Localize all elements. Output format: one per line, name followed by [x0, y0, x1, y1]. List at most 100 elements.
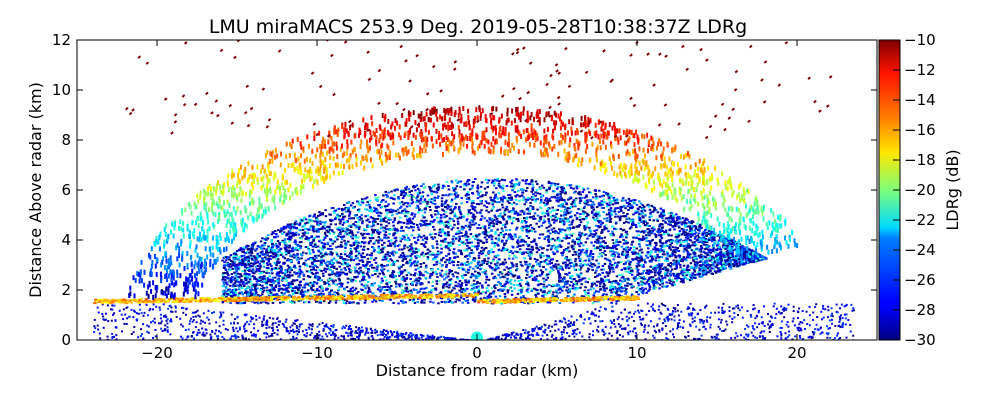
radar-pixel: [222, 278, 225, 281]
radar-pixel: [347, 210, 350, 213]
radar-pixel: [756, 315, 759, 318]
radar-pixel: [507, 194, 510, 197]
radar-pixel: [419, 274, 422, 276]
radar-pixel: [414, 268, 418, 271]
radar-pixel: [566, 209, 569, 212]
radar-pixel: [665, 337, 668, 340]
radar-pixel: [408, 217, 411, 220]
radar-pixel: [287, 252, 291, 254]
radar-pixel: [581, 210, 585, 213]
radar-pixel: [711, 234, 714, 237]
radar-pixel: [427, 336, 430, 339]
radar-pixel: [465, 184, 468, 187]
radar-pixel: [554, 263, 557, 266]
radar-pixel: [368, 210, 371, 212]
radar-pixel: [544, 236, 548, 238]
radar-pixel: [436, 250, 440, 253]
radar-pixel: [247, 244, 250, 247]
radar-pixel: [301, 330, 304, 333]
radar-pixel: [514, 183, 517, 186]
radar-pixel: [644, 287, 648, 290]
radar-pixel: [556, 217, 559, 220]
radar-pixel: [597, 255, 600, 258]
radar-pixel: [493, 263, 497, 266]
radar-pixel: [839, 337, 842, 339]
radar-pixel: [309, 244, 312, 247]
radar-pixel: [468, 221, 472, 224]
radar-pixel: [785, 307, 788, 310]
radar-pixel: [791, 338, 794, 340]
radar-pixel: [380, 288, 384, 291]
radar-pixel: [693, 273, 697, 276]
radar-pixel: [653, 325, 656, 328]
radar-pixel: [506, 278, 509, 281]
radar-pixel: [849, 324, 852, 326]
radar-pixel: [111, 308, 114, 311]
radar-pixel: [319, 300, 322, 303]
radar-pixel: [477, 242, 480, 245]
radar-pixel: [479, 185, 483, 188]
radar-pixel: [525, 251, 528, 254]
radar-pixel: [310, 268, 313, 271]
radar-pixel: [419, 333, 422, 336]
radar-pixel: [626, 241, 630, 244]
radar-pixel: [544, 261, 548, 264]
radar-pixel: [571, 205, 574, 208]
radar-pixel: [450, 244, 453, 247]
radar-pixel: [704, 328, 707, 331]
radar-pixel: [422, 334, 425, 337]
radar-pixel: [652, 226, 655, 229]
radar-pixel: [677, 225, 680, 228]
radar-pixel: [305, 252, 308, 255]
radar-pixel: [555, 213, 558, 215]
radar-pixel: [254, 270, 258, 273]
radar-pixel: [441, 187, 444, 190]
radar-pixel: [436, 338, 438, 340]
radar-pixel: [591, 201, 595, 204]
radar-pixel: [466, 180, 469, 183]
radar-pixel: [595, 290, 598, 293]
radar-pixel: [563, 229, 567, 232]
radar-pixel: [382, 330, 384, 333]
radar-pixel: [649, 320, 652, 323]
radar-pixel: [762, 337, 765, 340]
radar-pixel: [321, 335, 324, 338]
radar-pixel: [654, 247, 657, 250]
radar-pixel: [294, 220, 298, 223]
radar-pixel: [617, 215, 620, 218]
radar-pixel: [485, 254, 488, 257]
radar-pixel: [703, 251, 707, 254]
radar-pixel: [593, 291, 596, 294]
radar-pixel: [485, 278, 488, 281]
radar-pixel: [776, 335, 779, 338]
radar-pixel: [717, 325, 720, 328]
radar-pixel: [325, 229, 328, 232]
radar-pixel: [347, 214, 351, 217]
radar-pixel: [828, 319, 831, 322]
radar-pixel: [535, 296, 538, 299]
radar-pixel: [578, 260, 582, 262]
radar-pixel: [369, 264, 372, 267]
radar-pixel: [554, 219, 557, 222]
radar-pixel: [559, 219, 562, 222]
radar-pixel: [609, 326, 612, 329]
radar-pixel: [797, 317, 799, 319]
radar-pixel: [474, 178, 477, 180]
radar-pixel: [731, 317, 734, 320]
radar-pixel: [514, 236, 517, 238]
radar-pixel: [444, 337, 447, 340]
radar-pixel: [291, 223, 295, 226]
radar-pixel: [620, 206, 624, 209]
radar-pixel: [238, 326, 241, 329]
radar-pixel: [578, 249, 581, 252]
radar-pixel: [583, 228, 587, 231]
radar-pixel: [347, 290, 350, 293]
radar-pixel: [611, 288, 615, 291]
radar-pixel: [507, 197, 511, 199]
radar-pixel: [683, 239, 687, 242]
radar-pixel: [415, 206, 418, 209]
radar-pixel: [330, 334, 333, 336]
radar-pixel: [717, 311, 720, 314]
radar-pixel: [586, 255, 590, 258]
radar-pixel: [445, 181, 449, 184]
